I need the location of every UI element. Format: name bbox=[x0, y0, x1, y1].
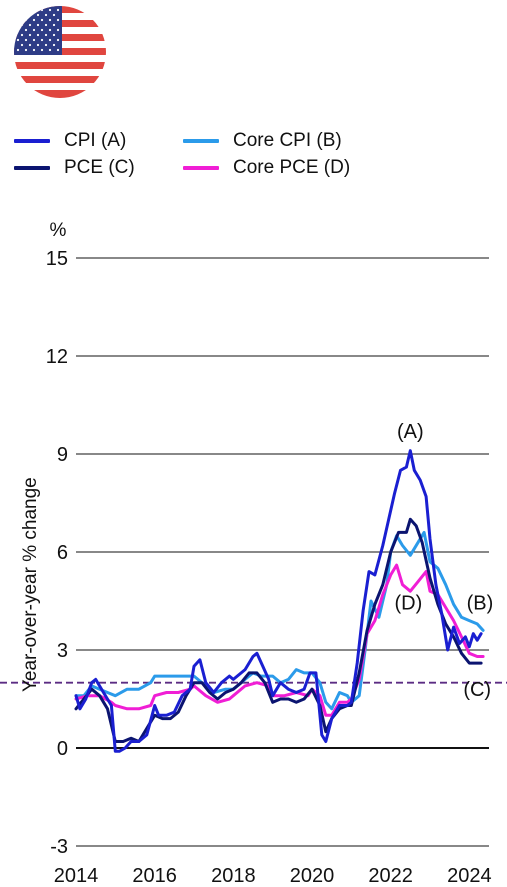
legend-item-core-pce: Core PCE (D) bbox=[183, 157, 350, 179]
text-layer: -3 0 3 6 9 12 15% 2014 2016 2018 2020 2022 2024 Year-… bbox=[20, 220, 493, 887]
y-tick-label: 6 bbox=[57, 542, 68, 564]
legend-swatch bbox=[183, 166, 219, 170]
series-line-core-pce-d bbox=[74, 563, 485, 717]
legend-swatch bbox=[14, 139, 50, 143]
legend-label: PCE (C) bbox=[64, 157, 135, 178]
x-tick-label: 2024 bbox=[447, 865, 492, 887]
y-tick-label: 9 bbox=[57, 444, 68, 466]
legend-item-pce: PCE (C) bbox=[14, 157, 135, 179]
x-tick-label: 2020 bbox=[290, 865, 335, 887]
y-tick-label: -3 bbox=[50, 836, 68, 858]
x-tick-label: 2016 bbox=[132, 865, 177, 887]
y-axis-title: Year-over-year % change bbox=[20, 477, 41, 692]
series-line-cpi-a bbox=[74, 449, 483, 753]
legend-label: Core PCE (D) bbox=[233, 157, 351, 178]
annotation-label: (D) bbox=[394, 593, 422, 615]
grid-lines bbox=[76, 257, 489, 847]
legend-swatch bbox=[183, 139, 219, 143]
legend-label: CPI (A) bbox=[64, 130, 127, 151]
y-tick-label: 3 bbox=[57, 640, 68, 662]
x-tick-label: 2014 bbox=[54, 865, 99, 887]
legend-item-core-cpi: Core CPI (B) bbox=[183, 130, 342, 152]
series-line-pce-c bbox=[74, 517, 483, 743]
y-tick-label: 0 bbox=[57, 738, 68, 760]
y-unit-label: % bbox=[50, 220, 67, 241]
legend-swatch bbox=[14, 166, 50, 170]
x-tick-label: 2018 bbox=[211, 865, 256, 887]
annotation-label: (B) bbox=[467, 593, 494, 615]
annotation-label: (C) bbox=[463, 679, 491, 701]
annotation-label: (A) bbox=[397, 421, 424, 443]
series-layer bbox=[74, 449, 485, 753]
y-tick-label: 15 bbox=[46, 248, 68, 270]
x-tick-label: 2022 bbox=[368, 865, 413, 887]
legend-label: Core CPI (B) bbox=[233, 130, 342, 151]
y-tick-label: 12 bbox=[46, 346, 68, 368]
us-flag-icon bbox=[14, 6, 106, 98]
legend-item-cpi: CPI (A) bbox=[14, 130, 126, 152]
